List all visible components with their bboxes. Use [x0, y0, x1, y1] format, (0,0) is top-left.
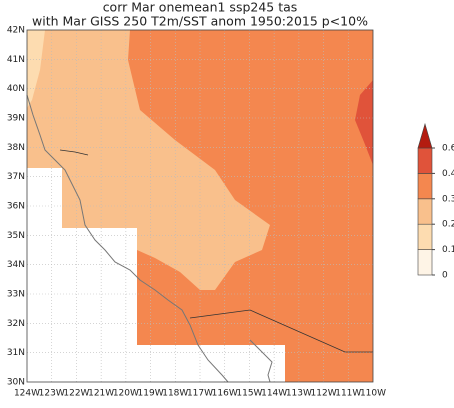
title-line: corr Mar onemean1 ssp245 tas: [103, 0, 298, 15]
lat-label: 32N: [7, 319, 25, 329]
lon-label: 111W: [335, 389, 361, 399]
lat-label: 39N: [7, 114, 25, 124]
colorbar-label: 0.12: [442, 245, 454, 255]
colorbar-bin: [417, 173, 433, 200]
lon-label: 117W: [187, 389, 213, 399]
lon-label: 122W: [63, 389, 89, 399]
lat-label: 37N: [7, 172, 25, 182]
colorbar-extend: [417, 122, 433, 149]
lon-label: 112W: [311, 389, 337, 399]
colorbar-bin: [417, 147, 433, 174]
coast: [26, 94, 229, 383]
lon-label: 119W: [138, 389, 164, 399]
lon-label: 115W: [236, 389, 262, 399]
lon-label: 114W: [261, 389, 287, 399]
field-regions: [27, 30, 373, 382]
lon-label: 118W: [162, 389, 188, 399]
lon-label: 123W: [39, 389, 65, 399]
colorbar-bin: [417, 223, 433, 250]
grid: [27, 30, 373, 382]
lat-label: 35N: [7, 231, 25, 241]
region: [355, 80, 373, 165]
colorbar-label: 0.36: [442, 194, 454, 204]
lat-label: 42N: [7, 26, 25, 36]
lon-label: 113W: [286, 389, 312, 399]
colorbar-label: 0: [442, 271, 448, 281]
lon-label: 121W: [88, 389, 114, 399]
colorbar: 0 0.12 0.24 0.36 0.48 0.6: [417, 122, 454, 281]
lon-label: 124W: [14, 389, 40, 399]
lon-label: 116W: [212, 389, 238, 399]
lat-label: 30N: [7, 378, 25, 388]
lat-label: 34N: [7, 260, 25, 270]
lat-label: 38N: [7, 143, 25, 153]
region: [27, 30, 270, 290]
lon-label: 120W: [113, 389, 139, 399]
region: [27, 30, 45, 108]
lat-label: 31N: [7, 348, 25, 358]
lat-label: 40N: [7, 84, 25, 94]
lat-label: 33N: [7, 290, 25, 300]
coastline: [26, 94, 373, 383]
colorbar-bin: [417, 249, 433, 276]
lon-label: 110W: [360, 389, 386, 399]
state-border: [189, 309, 373, 353]
colorbar-label: 0.6: [442, 144, 454, 154]
colorbar-label: 0.48: [442, 169, 454, 179]
axis-labels: 30N 31N 32N 33N 34N 35N 36N 37N 38N 39N 40N 41N 42N 1…: [7, 26, 386, 399]
colorbar-bin: [417, 198, 433, 225]
lat-label: 36N: [7, 202, 25, 212]
colorbar-label: 0.24: [442, 220, 454, 230]
title-line: with Mar GISS 250 T2m/SST anom 1950:2015…: [32, 14, 368, 29]
lat-label: 41N: [7, 55, 25, 65]
state-border: [59, 149, 89, 156]
frame: [26, 29, 374, 383]
coast: [249, 339, 273, 383]
